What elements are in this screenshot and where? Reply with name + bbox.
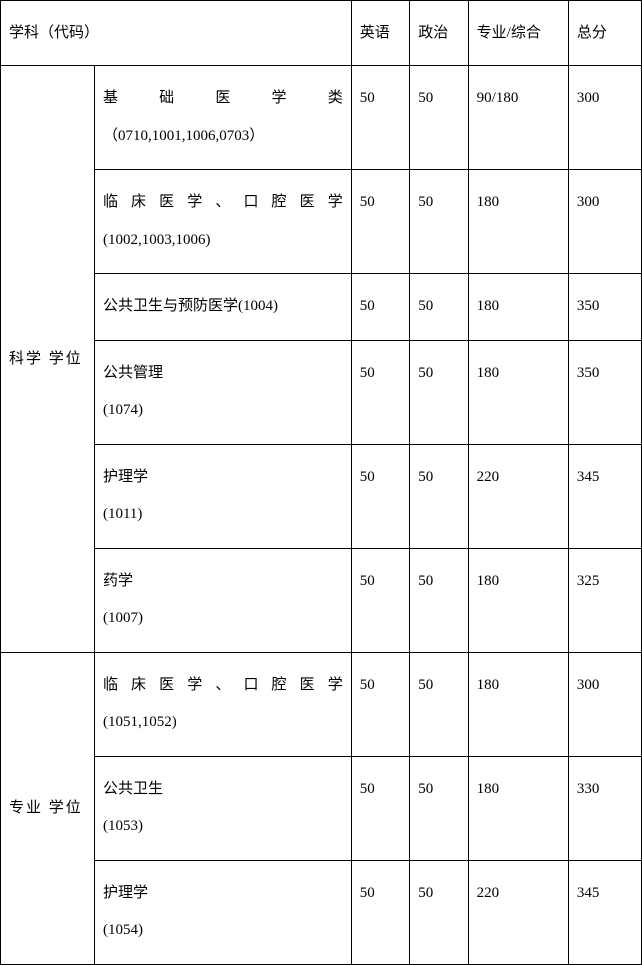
subject-cell: 护理学(1011) (94, 444, 351, 548)
english-cell: 50 (351, 860, 409, 964)
table-body: 科学 学位基础医学类（0710,1001,1006,0703）505090/18… (1, 66, 642, 965)
politics-cell: 50 (410, 444, 468, 548)
subject-line1: 临床医学、口腔医学 (103, 184, 343, 222)
total-cell: 300 (568, 170, 641, 274)
table-row: 护理学(1054)5050220345 (1, 860, 642, 964)
major-cell: 180 (468, 274, 568, 341)
total-cell: 350 (568, 274, 641, 341)
subject-line1: 药学 (103, 563, 343, 601)
major-cell: 180 (468, 756, 568, 860)
subject-line2: (1074) (103, 392, 343, 430)
subject-line1: 基础医学类 (103, 80, 343, 118)
subject-cell: 临床医学、口腔医学(1002,1003,1006) (94, 170, 351, 274)
subject-cell: 临床医学、口腔医学(1051,1052) (94, 652, 351, 756)
table-row: 药学(1007)5050180325 (1, 548, 642, 652)
major-cell: 180 (468, 170, 568, 274)
table-row: 科学 学位基础医学类（0710,1001,1006,0703）505090/18… (1, 66, 642, 170)
politics-cell: 50 (410, 652, 468, 756)
english-cell: 50 (351, 66, 409, 170)
politics-cell: 50 (410, 340, 468, 444)
table-row: 临床医学、口腔医学(1002,1003,1006)5050180300 (1, 170, 642, 274)
english-cell: 50 (351, 548, 409, 652)
subject-cell: 护理学(1054) (94, 860, 351, 964)
header-total: 总分 (568, 1, 641, 66)
subject-cell: 药学(1007) (94, 548, 351, 652)
subject-line2: (1011) (103, 496, 343, 534)
score-table: 学科（代码） 英语 政治 专业/综合 总分 科学 学位基础医学类（0710,10… (0, 0, 642, 965)
major-cell: 220 (468, 860, 568, 964)
politics-cell: 50 (410, 756, 468, 860)
subject-line2: (1007) (103, 600, 343, 638)
subject-line1: 临床医学、口腔医学 (103, 667, 343, 705)
subject-line2: (1051,1052) (103, 704, 343, 742)
subject-line1: 护理学 (103, 875, 343, 913)
subject-line2: (1002,1003,1006) (103, 222, 343, 260)
table-row: 公共卫生(1053)5050180330 (1, 756, 642, 860)
table-row: 专业 学位临床医学、口腔医学(1051,1052)5050180300 (1, 652, 642, 756)
total-cell: 345 (568, 860, 641, 964)
politics-cell: 50 (410, 170, 468, 274)
header-english: 英语 (351, 1, 409, 66)
subject-cell: 公共卫生(1053) (94, 756, 351, 860)
politics-cell: 50 (410, 66, 468, 170)
subject-line1: 护理学 (103, 459, 343, 497)
subject-line1: 公共管理 (103, 355, 343, 393)
total-cell: 300 (568, 66, 641, 170)
english-cell: 50 (351, 170, 409, 274)
header-subject-code: 学科（代码） (1, 1, 352, 66)
politics-cell: 50 (410, 860, 468, 964)
english-cell: 50 (351, 444, 409, 548)
english-cell: 50 (351, 274, 409, 341)
total-cell: 325 (568, 548, 641, 652)
subject-line2: (1053) (103, 808, 343, 846)
major-cell: 180 (468, 652, 568, 756)
subject-line2: （0710,1001,1006,0703） (103, 118, 343, 156)
total-cell: 345 (568, 444, 641, 548)
major-cell: 220 (468, 444, 568, 548)
subject-cell: 基础医学类（0710,1001,1006,0703） (94, 66, 351, 170)
header-politics: 政治 (410, 1, 468, 66)
english-cell: 50 (351, 340, 409, 444)
major-cell: 90/180 (468, 66, 568, 170)
subject-cell: 公共管理(1074) (94, 340, 351, 444)
major-cell: 180 (468, 548, 568, 652)
major-cell: 180 (468, 340, 568, 444)
total-cell: 350 (568, 340, 641, 444)
header-major: 专业/综合 (468, 1, 568, 66)
english-cell: 50 (351, 652, 409, 756)
category-cell: 科学 学位 (1, 66, 95, 653)
table-row: 护理学(1011)5050220345 (1, 444, 642, 548)
table-row: 公共管理(1074)5050180350 (1, 340, 642, 444)
english-cell: 50 (351, 756, 409, 860)
subject-line1: 公共卫生 (103, 771, 343, 809)
table-row: 公共卫生与预防医学(1004)5050180350 (1, 274, 642, 341)
politics-cell: 50 (410, 548, 468, 652)
total-cell: 300 (568, 652, 641, 756)
subject-line1: 公共卫生与预防医学(1004) (103, 288, 343, 326)
subject-line2: (1054) (103, 912, 343, 950)
total-cell: 330 (568, 756, 641, 860)
subject-cell: 公共卫生与预防医学(1004) (94, 274, 351, 341)
category-cell: 专业 学位 (1, 652, 95, 964)
politics-cell: 50 (410, 274, 468, 341)
table-header-row: 学科（代码） 英语 政治 专业/综合 总分 (1, 1, 642, 66)
